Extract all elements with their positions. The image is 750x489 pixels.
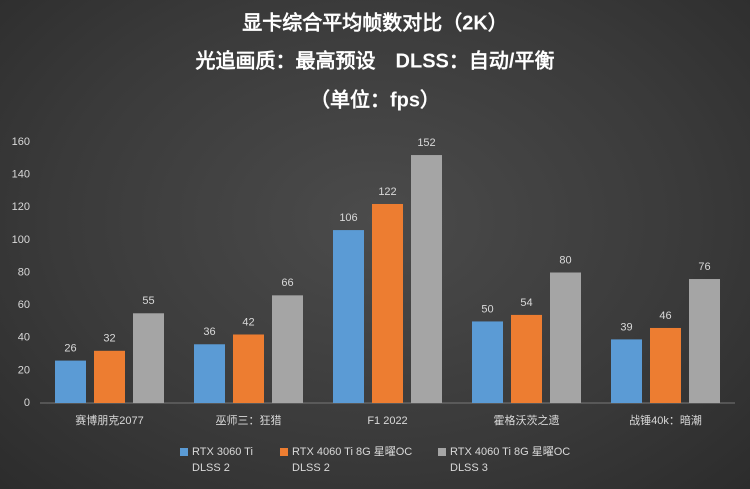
bar bbox=[511, 314, 542, 403]
bar bbox=[333, 230, 364, 403]
data-label: 122 bbox=[378, 186, 396, 198]
x-tick-label: 赛博朋克2077 bbox=[75, 413, 143, 427]
x-tick-label: F1 2022 bbox=[367, 415, 407, 427]
y-tick-label: 80 bbox=[18, 266, 30, 278]
bar bbox=[689, 279, 720, 403]
y-tick-label: 120 bbox=[12, 201, 30, 213]
legend-label: RTX 4060 Ti 8G 星曜OC DLSS 3 bbox=[450, 446, 571, 474]
data-label: 80 bbox=[559, 254, 571, 266]
bar bbox=[55, 360, 86, 403]
legend-item: RTX 4060 Ti 8G 星曜OC DLSS 3 bbox=[438, 444, 570, 476]
data-label: 36 bbox=[203, 326, 215, 338]
bar bbox=[550, 272, 581, 403]
bar bbox=[272, 295, 303, 403]
data-label: 66 bbox=[281, 277, 293, 289]
bar bbox=[133, 313, 164, 403]
y-tick-label: 140 bbox=[12, 169, 30, 181]
bar bbox=[194, 344, 225, 403]
data-label: 54 bbox=[520, 297, 532, 309]
chart-subtitle: 光追画质：最高预设 DLSS：自动/平衡 bbox=[195, 48, 555, 72]
bar bbox=[411, 155, 442, 403]
y-tick-label: 0 bbox=[24, 397, 30, 409]
data-label: 152 bbox=[417, 137, 435, 149]
y-tick-label: 100 bbox=[12, 234, 30, 246]
data-label: 32 bbox=[103, 333, 115, 345]
y-tick-label: 40 bbox=[18, 332, 30, 344]
bar bbox=[94, 350, 125, 403]
chart-subtitle: （单位：fps） bbox=[310, 87, 440, 111]
bar bbox=[472, 321, 503, 403]
y-tick-label: 20 bbox=[18, 364, 30, 376]
data-label: 46 bbox=[659, 310, 671, 322]
x-tick-label: 战锤40k：暗潮 bbox=[629, 413, 702, 427]
y-tick-label: 60 bbox=[18, 299, 30, 311]
data-label: 55 bbox=[142, 295, 154, 307]
y-tick-label: 160 bbox=[12, 136, 30, 148]
bar bbox=[650, 327, 681, 403]
bar bbox=[372, 203, 403, 403]
x-tick-label: 霍格沃茨之遗 bbox=[494, 413, 560, 427]
legend-item: RTX 3060 Ti DLSS 2 bbox=[180, 444, 253, 476]
legend-label: RTX 3060 Ti DLSS 2 bbox=[192, 446, 253, 474]
data-label: 39 bbox=[620, 321, 632, 333]
bar bbox=[233, 334, 264, 403]
chart-title: 显卡综合平均帧数对比（2K） bbox=[242, 10, 508, 34]
legend-swatch bbox=[438, 448, 446, 456]
legend-item: RTX 4060 Ti 8G 星曜OC DLSS 2 bbox=[280, 444, 412, 476]
legend: RTX 3060 Ti DLSS 2 RTX 4060 Ti 8G 星曜OC DL… bbox=[0, 444, 750, 484]
data-label: 76 bbox=[698, 261, 710, 273]
data-label: 26 bbox=[64, 342, 76, 354]
legend-swatch bbox=[280, 448, 288, 456]
legend-swatch bbox=[180, 448, 188, 456]
data-label: 50 bbox=[481, 303, 493, 315]
data-label: 42 bbox=[242, 316, 254, 328]
bar bbox=[611, 339, 642, 403]
x-tick-label: 巫师三：狂猎 bbox=[216, 413, 282, 427]
data-label: 106 bbox=[339, 212, 357, 224]
legend-label: RTX 4060 Ti 8G 星曜OC DLSS 2 bbox=[292, 446, 413, 474]
